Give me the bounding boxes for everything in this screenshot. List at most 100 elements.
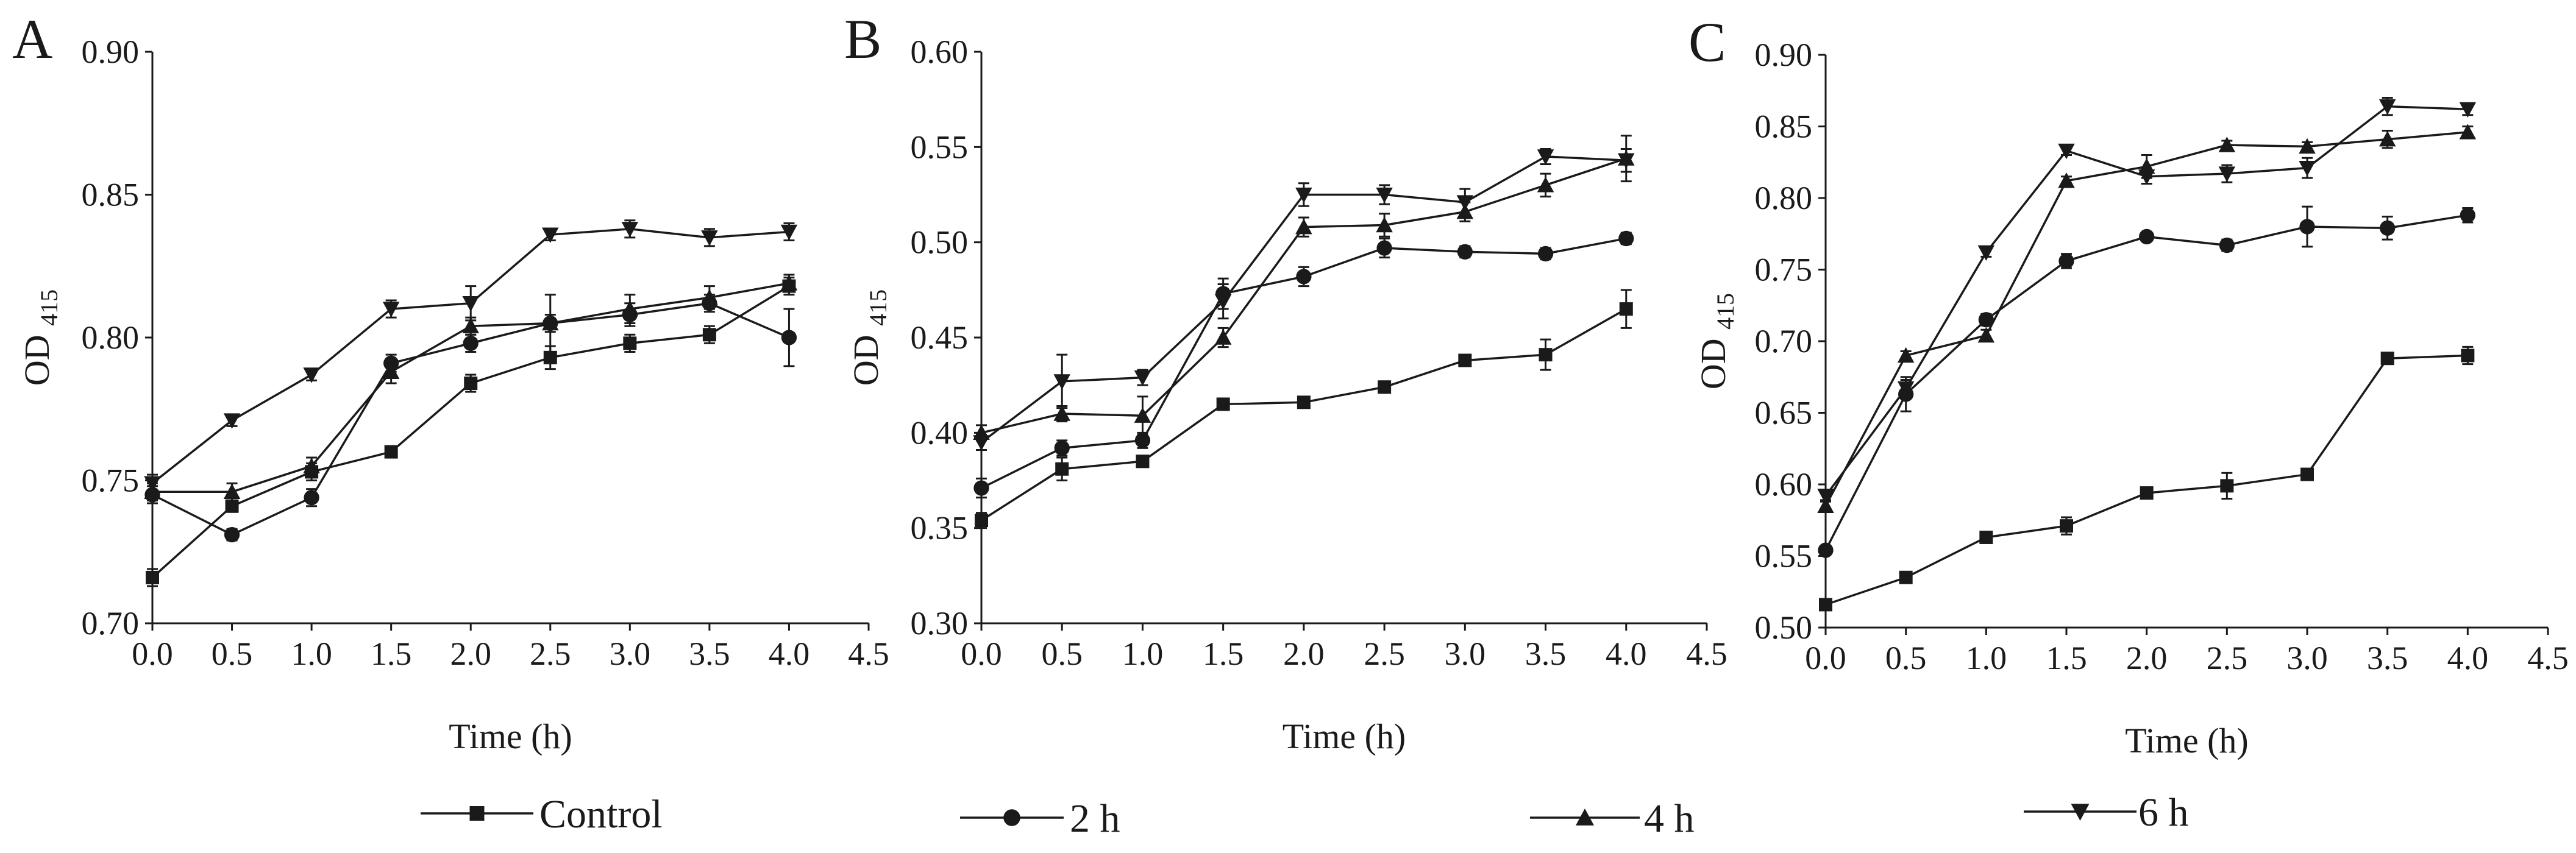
data-point-6h bbox=[2379, 99, 2396, 115]
y-tick-label: 0.50 bbox=[911, 224, 969, 261]
data-point-6h bbox=[144, 476, 161, 492]
data-point-6h bbox=[1214, 294, 1232, 310]
data-point-4h bbox=[1897, 347, 1915, 363]
series-line-control bbox=[1825, 354, 2468, 606]
data-point-2h bbox=[2219, 237, 2235, 253]
x-tick-label: 4.5 bbox=[1686, 635, 1727, 672]
legend-marker-triangle-up bbox=[1576, 809, 1594, 826]
legend-marker-triangle-down bbox=[2071, 804, 2090, 821]
series-6h bbox=[973, 147, 1635, 451]
x-axis-title: Time (h) bbox=[449, 717, 572, 756]
data-point-6h bbox=[2058, 143, 2075, 160]
x-tick-label: 2.0 bbox=[450, 635, 491, 672]
data-point-6h bbox=[1537, 149, 1554, 165]
y-tick-label: 0.75 bbox=[82, 462, 140, 499]
data-point-2h bbox=[1457, 244, 1473, 260]
y-tick-label: 0.75 bbox=[1755, 252, 1813, 288]
data-point-control bbox=[1539, 348, 1553, 362]
data-point-4h bbox=[1977, 327, 1995, 343]
panel-letter-a: A bbox=[12, 8, 52, 70]
x-tick-label: 3.0 bbox=[2286, 640, 2328, 676]
data-point-2h bbox=[2460, 207, 2475, 223]
data-point-control bbox=[2060, 519, 2073, 533]
x-tick-label: 4.5 bbox=[848, 635, 889, 672]
data-point-6h bbox=[2459, 102, 2477, 118]
data-point-6h bbox=[780, 224, 798, 241]
data-point-control bbox=[2380, 352, 2394, 366]
y-axis-title: OD 415 bbox=[17, 289, 63, 386]
data-point-4h bbox=[780, 275, 798, 291]
data-point-6h bbox=[462, 296, 479, 312]
data-point-6h bbox=[223, 413, 241, 429]
data-point-4h bbox=[1295, 218, 1312, 235]
data-point-6h bbox=[542, 227, 559, 243]
y-axis-title-subscript: 415 bbox=[1712, 293, 1739, 330]
data-point-4h bbox=[1134, 407, 1151, 423]
legend-item-6h: 6 h bbox=[2024, 790, 2189, 835]
legend-label: 6 h bbox=[2138, 790, 2189, 835]
y-axis-title-main: OD bbox=[1693, 330, 1733, 389]
data-point-2h bbox=[2058, 253, 2074, 269]
y-tick-label: 0.60 bbox=[1755, 466, 1813, 503]
data-point-control bbox=[2461, 349, 2475, 363]
x-tick-label: 3.0 bbox=[1445, 635, 1486, 672]
panel-b: B 0.30 0.35 0.40 0.45 0.50 0.55 0.60 0.0 0.5 1.0 1.… bbox=[844, 8, 1727, 756]
y-axis-title-main: OD bbox=[846, 326, 886, 386]
data-point-6h bbox=[1053, 374, 1070, 390]
legend-marker-circle bbox=[1003, 809, 1020, 826]
y-tick-label: 0.85 bbox=[82, 177, 140, 213]
data-point-2h bbox=[463, 335, 479, 352]
x-tick-label: 1.0 bbox=[291, 635, 332, 672]
data-point-control bbox=[1979, 530, 1993, 544]
x-tick-label: 0.5 bbox=[1885, 640, 1927, 676]
legend-label: 4 h bbox=[1644, 796, 1695, 841]
legend-item-control: Control bbox=[421, 792, 663, 837]
data-point-2h bbox=[224, 526, 240, 543]
x-tick-label: 2.0 bbox=[2126, 640, 2168, 676]
series-line-6h bbox=[151, 228, 789, 484]
x-tick-label: 0.5 bbox=[212, 635, 253, 672]
x-tick-label: 2.5 bbox=[2207, 640, 2248, 676]
data-point-control bbox=[975, 514, 988, 528]
data-point-2h bbox=[1537, 246, 1554, 262]
data-point-control bbox=[623, 336, 637, 350]
y-tick-label: 0.35 bbox=[911, 510, 969, 547]
data-point-4h bbox=[1376, 216, 1393, 233]
y-tick-label: 0.55 bbox=[911, 129, 969, 165]
x-axis-title: Time (h) bbox=[2125, 721, 2249, 760]
series-control bbox=[975, 289, 1633, 529]
data-point-2h bbox=[2299, 219, 2315, 235]
data-point-6h bbox=[2218, 166, 2236, 182]
data-point-2h bbox=[1054, 440, 1070, 456]
data-point-4h bbox=[2379, 130, 2396, 147]
x-tick-label: 2.5 bbox=[530, 635, 571, 672]
data-point-6h bbox=[1456, 195, 1474, 211]
data-point-control bbox=[146, 570, 159, 584]
y-tick-label: 0.70 bbox=[1755, 323, 1813, 359]
legend-label: 2 h bbox=[1070, 796, 1120, 841]
x-tick-label: 4.0 bbox=[1606, 635, 1647, 672]
data-point-4h bbox=[2459, 124, 2477, 140]
x-tick-label: 0.0 bbox=[1805, 640, 1846, 676]
y-tick-label: 0.90 bbox=[82, 34, 140, 70]
data-point-control bbox=[384, 445, 398, 459]
y-axis-title-subscript: 415 bbox=[864, 289, 892, 326]
y-tick-label: 0.85 bbox=[1755, 108, 1813, 145]
data-point-4h bbox=[701, 289, 718, 305]
data-point-6h bbox=[2138, 169, 2155, 185]
data-point-6h bbox=[701, 230, 718, 246]
y-tick-label: 0.60 bbox=[911, 34, 969, 70]
data-point-6h bbox=[1618, 153, 1635, 169]
y-tick-label: 0.65 bbox=[1755, 395, 1813, 431]
data-point-4h bbox=[2218, 136, 2236, 152]
data-point-control bbox=[702, 328, 716, 342]
x-tick-label: 3.5 bbox=[1525, 635, 1567, 672]
series-2h bbox=[1818, 205, 2475, 558]
x-tick-label: 3.0 bbox=[610, 635, 651, 672]
x-tick-label: 3.5 bbox=[2367, 640, 2408, 676]
data-point-6h bbox=[973, 435, 990, 451]
y-tick-label: 0.55 bbox=[1755, 538, 1813, 575]
data-point-2h bbox=[781, 330, 797, 345]
data-point-control bbox=[543, 350, 557, 364]
data-point-2h bbox=[973, 480, 989, 496]
